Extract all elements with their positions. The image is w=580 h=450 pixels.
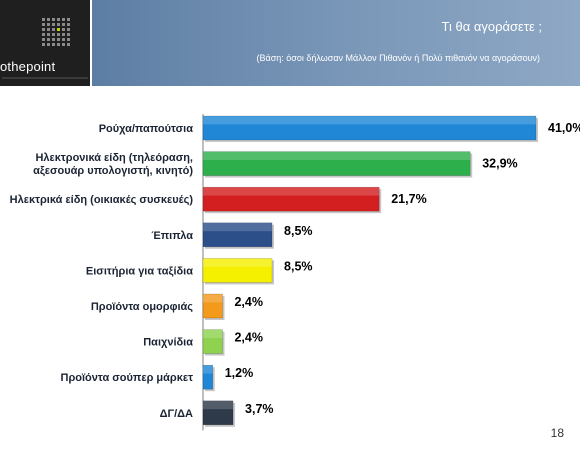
category-label-line: Ηλεκτρονικά είδη (τηλεόραση, [35, 152, 193, 164]
logo-dot [52, 43, 55, 46]
logo-dot [42, 18, 45, 21]
bar [202, 329, 223, 354]
logo-dot [42, 43, 45, 46]
category-label-line: Προϊόντα ομορφιάς [91, 301, 193, 313]
logo-dot [62, 33, 65, 36]
category-label: Εισιτήρια για ταξίδια [86, 265, 193, 277]
bar-highlight [203, 258, 273, 267]
logo-dot [57, 43, 60, 46]
bar [202, 364, 214, 390]
logo-dot [52, 38, 55, 41]
logo-dot [62, 28, 65, 31]
bar [202, 115, 537, 141]
bar-highlight [203, 116, 536, 125]
category-label-line: ΔΓ/ΔΑ [160, 408, 193, 420]
chart-subtitle: (Βάση: όσοι δήλωσαν Μάλλον Πιθανόν ή Πολ… [256, 53, 540, 63]
category-label-line: Εισιτήρια για ταξίδια [86, 265, 193, 277]
logo-dot [57, 28, 60, 31]
logo-dot [42, 33, 45, 36]
logo-dot [52, 33, 55, 36]
logo-dot [42, 28, 45, 31]
logo-tagline-bar [2, 77, 88, 79]
logo-dot [62, 38, 65, 41]
chart-title: Τι θα αγοράσετε ; [441, 19, 542, 34]
bar-highlight [203, 400, 234, 410]
logo-dot [47, 18, 50, 21]
logo-dot [57, 23, 60, 26]
logo-dot [67, 28, 70, 31]
value-label: 32,9% [482, 157, 517, 171]
bar-highlight [203, 365, 213, 374]
value-label: 2,4% [234, 295, 263, 309]
category-label-line: Ρούχα/παπούτσια [99, 123, 194, 135]
value-label: 8,5% [284, 259, 313, 273]
logo-dot [47, 33, 50, 36]
bar [202, 400, 234, 426]
logo-dot [62, 18, 65, 21]
bar [202, 293, 223, 319]
value-label: 3,7% [245, 402, 273, 416]
value-label: 41,0% [548, 121, 580, 135]
logo-dot [47, 43, 50, 46]
value-label: 2,4% [234, 331, 263, 345]
page-number: 18 [550, 426, 564, 440]
category-label: Προϊόντα ομορφιάς [91, 301, 193, 313]
category-label: Ηλεκτρικά είδη (οικιακές συσκευές) [10, 194, 194, 206]
category-label: ΔΓ/ΔΑ [160, 408, 193, 420]
bar [202, 186, 380, 212]
logo-dot [62, 43, 65, 46]
logo-dot [67, 33, 70, 36]
logo-dot [62, 23, 65, 26]
logo-dot [52, 18, 55, 21]
bar [202, 258, 273, 283]
header-banner: Τι θα αγοράσετε ; (Βάση: όσοι δήλωσαν Μά… [92, 0, 580, 86]
category-label: Ρούχα/παπούτσια [99, 123, 194, 135]
logo-dot [67, 18, 70, 21]
logo-dot [42, 23, 45, 26]
logo-dot [42, 38, 45, 41]
category-label: Έπιπλα [151, 230, 193, 242]
value-label: 1,2% [225, 366, 254, 380]
logo-text: othepoint [0, 59, 56, 74]
logo-dot [67, 38, 70, 41]
category-label: Ηλεκτρονικά είδη (τηλεόραση, αξεσουάρ υπο… [33, 152, 193, 177]
category-label: Προϊόντα σούπερ μάρκετ [61, 372, 194, 384]
category-label-line: Προϊόντα σούπερ μάρκετ [61, 372, 194, 384]
value-label: 21,7% [391, 192, 426, 206]
category-label-line: Παιχνίδια [143, 337, 193, 349]
category-label-line: αξεσουάρ υπολογιστή, κινητό) [33, 165, 193, 177]
bar-highlight [203, 151, 471, 160]
value-label: 8,5% [284, 224, 313, 238]
logo-dot [52, 28, 55, 31]
logo-dot [47, 23, 50, 26]
logo-dot [57, 38, 60, 41]
bar [202, 222, 273, 248]
bar-highlight [203, 187, 380, 196]
bar-highlight [203, 294, 223, 303]
logo-dot [67, 43, 70, 46]
logo-dot [57, 18, 60, 21]
logo-dot [52, 23, 55, 26]
logo-dots-icon [42, 18, 70, 46]
category-label-line: Έπιπλα [151, 230, 193, 242]
category-label: Παιχνίδια [143, 337, 193, 349]
category-label-line: Ηλεκτρικά είδη (οικιακές συσκευές) [10, 194, 194, 206]
logo-dot [47, 38, 50, 41]
logo-dot [47, 28, 50, 31]
bar-highlight [203, 222, 273, 232]
bar [202, 151, 471, 176]
bar-highlight [203, 329, 223, 338]
logo-dot [67, 23, 70, 26]
logo-block: othepoint [0, 0, 90, 86]
logo-dot [57, 33, 60, 36]
